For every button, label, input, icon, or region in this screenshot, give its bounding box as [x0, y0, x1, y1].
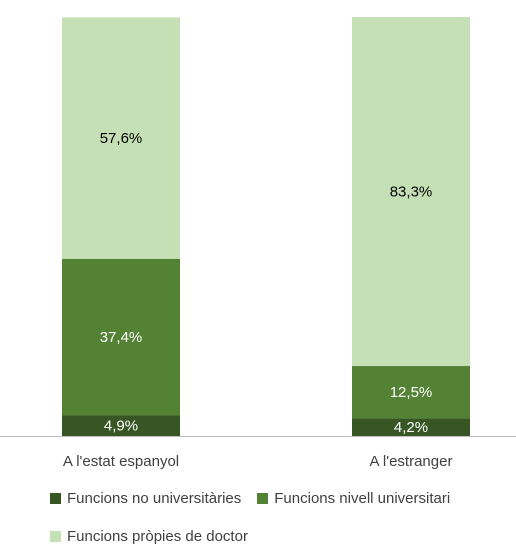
legend-swatch-no-universitaries: [50, 492, 61, 504]
category-label-a-l-estranger: A l'estranger: [370, 453, 453, 470]
bar-segment-a-l-estat-espanyol-funcions-no-universitaries: [62, 415, 180, 436]
legend: Funcions no universitàries Funcions nive…: [50, 486, 510, 548]
legend-item-no-universitaries: Funcions no universitàries: [50, 486, 241, 510]
bar-segment-a-l-estat-espanyol-funcions-nivell-universitari: [62, 258, 180, 416]
data-label-a-l-estranger-funcions-nivell-universitari: 12,5%: [390, 384, 433, 401]
bar-segment-a-l-estat-espanyol-funcions-propies-de-doctor: [62, 17, 180, 259]
bar-segment-a-l-estranger-funcions-propies-de-doctor: [352, 17, 470, 367]
legend-label-nivell-universitari: Funcions nivell universitari: [274, 489, 451, 507]
data-label-a-l-estat-espanyol-funcions-nivell-universitari: 37,4%: [100, 329, 143, 346]
data-label-a-l-estranger-funcions-no-universitaries: 4,2%: [394, 419, 428, 436]
category-label-a-l-estat-espanyol: A l'estat espanyol: [63, 453, 179, 470]
data-label-a-l-estranger-funcions-propies-de-doctor: 83,3%: [390, 184, 433, 201]
bar-segment-a-l-estranger-funcions-no-universitaries: [352, 418, 470, 436]
legend-swatch-nivell-universitari: [257, 492, 269, 504]
data-label-a-l-estat-espanyol-funcions-propies-de-doctor: 57,6%: [100, 130, 143, 147]
legend-item-nivell-universitari: Funcions nivell universitari: [257, 486, 450, 510]
legend-label-no-universitaries: Funcions no universitàries: [67, 489, 242, 507]
bar-segment-a-l-estranger-funcions-nivell-universitari: [352, 366, 470, 419]
data-label-a-l-estat-espanyol-funcions-no-universitaries: 4,9%: [104, 418, 138, 435]
legend-item-propies-doctor: Funcions pròpies de doctor: [50, 524, 248, 548]
legend-swatch-propies-doctor: [50, 530, 61, 542]
legend-label-propies-doctor: Funcions pròpies de doctor: [67, 527, 248, 545]
